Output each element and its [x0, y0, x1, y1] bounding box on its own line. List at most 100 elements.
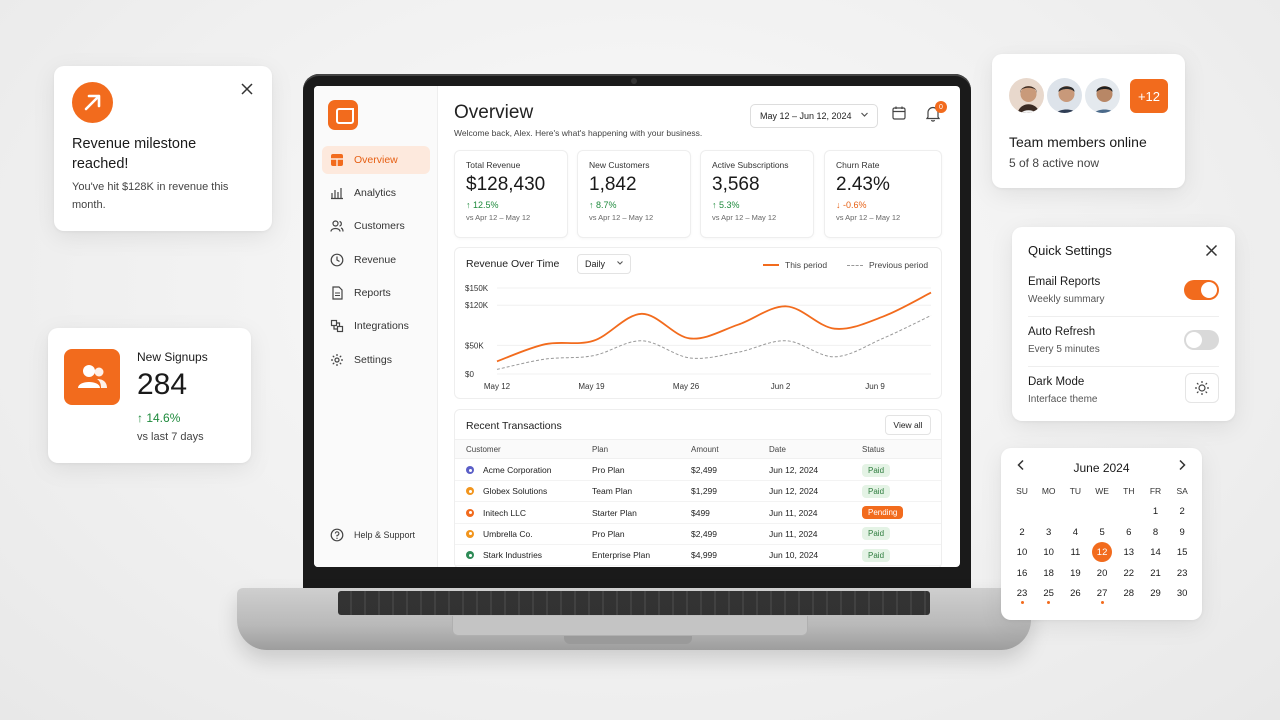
calendar-day[interactable]: 21 — [1150, 567, 1161, 579]
y-tick-label: $0 — [465, 370, 474, 379]
chevron-right-icon[interactable] — [1177, 459, 1187, 474]
milestone-title: Revenue milestone reached! — [72, 136, 197, 172]
granularity-value: Daily — [585, 259, 606, 269]
table-row[interactable]: Umbrella Co. Pro Plan $2,499 Jun 11, 2024 Pa… — [455, 524, 941, 545]
cell-status: Paid — [862, 481, 891, 501]
calendar-day[interactable]: 20 — [1096, 567, 1108, 579]
calendar-day[interactable]: 19 — [1070, 567, 1081, 579]
calendar-day[interactable]: 10 — [1043, 547, 1054, 558]
kpi-value: 1,842 — [589, 174, 637, 195]
status-badge: Paid — [862, 548, 891, 562]
y-tick-label: $150K — [465, 284, 489, 293]
calendar-day[interactable]: 26 — [1070, 588, 1081, 599]
cell-status: Paid — [862, 545, 891, 565]
more-members-badge[interactable]: +12 — [1130, 79, 1168, 113]
gear-icon — [330, 353, 344, 367]
table-row[interactable]: Initech LLC Starter Plan $499 Jun 11, 2024 P… — [455, 503, 941, 524]
avatar[interactable] — [1045, 76, 1084, 115]
calendar-day[interactable]: 23 — [1016, 588, 1028, 599]
setting-email-reports: Email Reports Weekly summary — [1028, 276, 1219, 326]
table-header: Customer Plan Amount Date Status — [455, 439, 941, 459]
column-header[interactable]: Status — [862, 444, 885, 454]
status-badge: Paid — [862, 484, 891, 498]
calendar-day[interactable]: 4 — [1072, 526, 1079, 538]
sidebar: Overview Analytics Customers Revenue Rep… — [314, 86, 438, 567]
sidebar-item-customers[interactable]: Customers — [322, 212, 430, 240]
revenue-line-chart: $0 $50K $120K $150K May 12 May 19 May 26 Jun 2 J… — [465, 284, 932, 391]
sidebar-item-revenue[interactable]: Revenue — [322, 246, 430, 274]
help-circle-icon — [330, 528, 344, 542]
setting-label: Email Reports — [1028, 276, 1101, 288]
legend-swatch — [847, 264, 863, 266]
chevron-left-icon[interactable] — [1016, 459, 1026, 474]
company-icon — [466, 529, 474, 538]
calendar-day[interactable]: 2 — [1179, 506, 1185, 517]
y-tick-label: $120K — [465, 301, 489, 310]
calendar-day[interactable]: 10 — [1016, 547, 1028, 558]
auto-refresh-toggle[interactable] — [1184, 330, 1219, 350]
view-all-button[interactable]: View all — [885, 415, 931, 435]
avatar[interactable] — [1007, 76, 1046, 115]
calendar-day[interactable]: 22 — [1123, 567, 1135, 579]
setting-label: Auto Refresh — [1028, 326, 1096, 338]
close-icon[interactable] — [1205, 244, 1218, 260]
sidebar-item-analytics[interactable]: Analytics — [322, 179, 430, 207]
calendar-day[interactable]: 16 — [1016, 567, 1028, 579]
sidebar-item-settings[interactable]: Settings — [322, 346, 430, 374]
calendar-card: June 2024 SU MO TU WE TH FR SA 1 2 2 3 4 5 6 8 9 10 10 11 1… — [1001, 448, 1202, 620]
revenue-chart-card: Revenue Over Time Daily This period Prev… — [454, 247, 942, 399]
calendar-day[interactable]: 12 — [1096, 547, 1108, 558]
calendar-day[interactable]: 27 — [1096, 588, 1108, 599]
calendar-day[interactable]: 5 — [1099, 526, 1105, 538]
sidebar-item-integrations[interactable]: Integrations — [322, 312, 430, 340]
app-logo[interactable] — [328, 100, 358, 130]
customer-name: Acme Corporation — [483, 465, 552, 475]
calendar-icon[interactable] — [891, 105, 909, 125]
date-range-picker[interactable]: May 12 – Jun 12, 2024 — [750, 104, 878, 128]
email-reports-toggle[interactable] — [1184, 280, 1219, 300]
table-row[interactable]: Acme Corporation Pro Plan $2,499 Jun 12, 20… — [455, 460, 941, 481]
calendar-day[interactable]: 23 — [1176, 567, 1188, 579]
setting-dark-mode: Dark Mode Interface theme — [1028, 373, 1219, 426]
calendar-day[interactable]: 18 — [1043, 567, 1054, 579]
calendar-day[interactable]: 13 — [1123, 547, 1135, 558]
calendar-day[interactable]: 30 — [1176, 588, 1188, 599]
sidebar-item-overview[interactable]: Overview — [322, 146, 430, 174]
weekday-label: SU — [1016, 486, 1028, 496]
home-icon — [330, 153, 344, 167]
dark-mode-button[interactable] — [1185, 373, 1219, 403]
calendar-day[interactable]: 9 — [1179, 526, 1185, 538]
calendar-day[interactable]: 11 — [1070, 547, 1081, 558]
calendar-day[interactable]: 3 — [1046, 526, 1052, 538]
chart-title: Revenue Over Time — [466, 258, 560, 270]
calendar-day[interactable]: 6 — [1126, 526, 1132, 538]
customer-name: Stark Industries — [483, 550, 543, 561]
table-row[interactable]: Globex Solutions Team Plan $1,299 Jun 12, 2… — [455, 481, 941, 503]
close-icon[interactable] — [240, 82, 254, 99]
kpi-compare: vs Apr 12 – May 12 — [466, 213, 531, 222]
setting-description: Interface theme — [1028, 394, 1098, 405]
sidebar-item-reports[interactable]: Reports — [322, 279, 430, 307]
calendar-day[interactable]: 25 — [1043, 588, 1054, 599]
calendar-day[interactable]: 14 — [1150, 547, 1161, 558]
kpi-value: 3,568 — [712, 174, 760, 195]
calendar-day[interactable]: 1 — [1152, 506, 1159, 517]
kpi-value: 2.43% — [836, 174, 890, 195]
avatar[interactable] — [1083, 76, 1122, 115]
help-support-link[interactable]: Help & Support — [330, 528, 415, 542]
quick-settings-title: Quick Settings — [1028, 243, 1112, 258]
calendar-day[interactable]: 2 — [1019, 526, 1025, 538]
column-header[interactable]: Amount — [691, 444, 719, 454]
granularity-dropdown[interactable]: Daily — [577, 254, 631, 274]
column-header[interactable]: Customer — [466, 444, 501, 454]
calendar-day[interactable]: 8 — [1152, 526, 1159, 538]
calendar-day[interactable]: 29 — [1150, 588, 1161, 599]
legend-this-period: This period — [763, 260, 827, 270]
table-row[interactable]: Stark Industries Enterprise Plan $4,999 Jun… — [455, 545, 941, 567]
cell-amount: $1,299 — [691, 486, 717, 497]
calendar-day[interactable]: 15 — [1176, 547, 1188, 558]
sidebar-item-label: Overview — [354, 154, 398, 166]
calendar-day[interactable]: 28 — [1123, 588, 1135, 599]
column-header[interactable]: Date — [769, 444, 786, 454]
column-header[interactable]: Plan — [592, 444, 609, 454]
